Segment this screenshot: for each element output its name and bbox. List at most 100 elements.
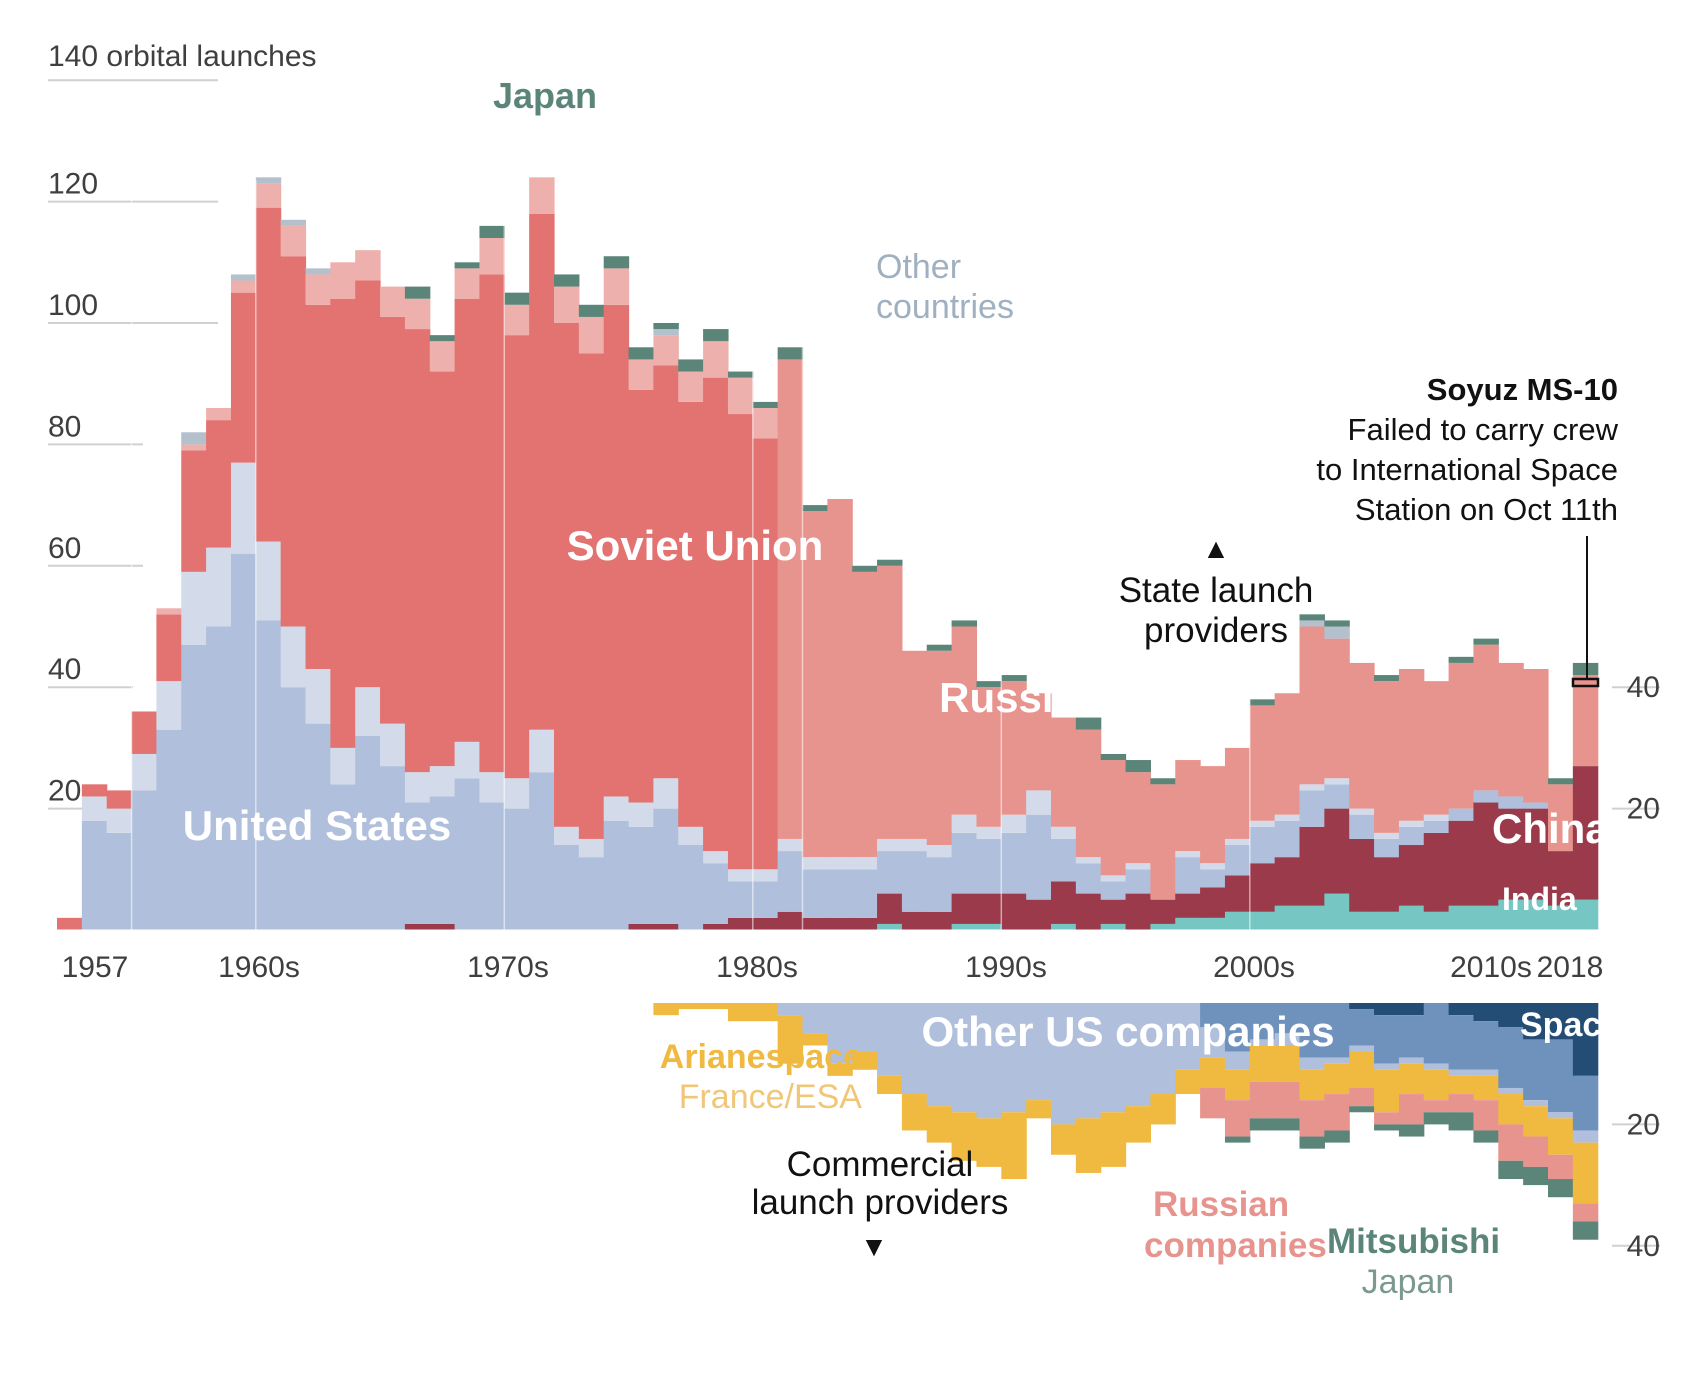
us-bar-1965 bbox=[255, 620, 282, 930]
spacex-bar-2013 bbox=[1448, 1003, 1475, 1016]
india-bar-2012 bbox=[1423, 911, 1450, 930]
russian-companies-bar-2016 bbox=[1523, 1136, 1549, 1167]
soviet-bar-1971 bbox=[404, 329, 431, 773]
china-bar-2010 bbox=[1374, 857, 1400, 912]
us-top-bar-1965 bbox=[255, 541, 282, 621]
us-bar-1996 bbox=[1026, 814, 1052, 900]
us-commercial-mid-bar-2003 bbox=[1200, 1003, 1226, 1028]
soviet-bar-1960 bbox=[131, 711, 157, 754]
us-commercial-mid-bar-2011 bbox=[1398, 1015, 1425, 1058]
state-providers-area bbox=[57, 177, 1599, 930]
japan-bar-1995 bbox=[1001, 675, 1027, 682]
soviet-top-bar-1968 bbox=[330, 262, 356, 299]
japan-bar-1977 bbox=[554, 274, 580, 287]
x-tick-label-3: 1980s bbox=[716, 951, 798, 984]
us-top-bar-2009 bbox=[1349, 808, 1375, 815]
india-bar-1999 bbox=[1100, 923, 1127, 930]
arianespace-bar-2008 bbox=[1324, 1063, 1350, 1095]
us-top-bar-1962 bbox=[181, 571, 207, 645]
russian-companies-bar-2015 bbox=[1498, 1124, 1524, 1161]
arianespace-bar-2009 bbox=[1349, 1051, 1375, 1088]
y-tick-labels: 20 40 60 80 100 120 bbox=[48, 168, 98, 808]
us-top-bar-1999 bbox=[1100, 875, 1127, 882]
russia-bar-2000 bbox=[1125, 772, 1151, 864]
japan-bar-1981 bbox=[653, 323, 679, 330]
arianespace-bar-1996 bbox=[1026, 1100, 1052, 1119]
arianespace-bar-2010 bbox=[1374, 1069, 1400, 1113]
india-bar-2006 bbox=[1274, 905, 1301, 930]
russian-companies-bar-2008 bbox=[1324, 1094, 1350, 1131]
us-bar-1975 bbox=[504, 808, 530, 930]
china-bar-2000 bbox=[1125, 893, 1151, 930]
y-tick-label-100: 100 bbox=[48, 289, 98, 322]
us-top-bar-1972 bbox=[429, 766, 456, 797]
other-us-companies-bar-2001 bbox=[1150, 1003, 1176, 1095]
china-bar-1981 bbox=[653, 923, 679, 930]
japan-bar-2005 bbox=[1249, 699, 1276, 706]
india-bar-2007 bbox=[1299, 905, 1325, 930]
us-bar-1967 bbox=[305, 723, 331, 930]
soviet-bar-1967 bbox=[305, 304, 331, 669]
china-bar-1997 bbox=[1051, 881, 1077, 924]
soviet-top-bar-1965 bbox=[255, 183, 282, 208]
other-countries-bar-1967 bbox=[305, 268, 331, 275]
us-bar-2015 bbox=[1498, 796, 1524, 809]
us-top-bar-1998 bbox=[1075, 857, 1102, 864]
us-bar-2004 bbox=[1224, 845, 1251, 876]
soviet-top-bar-1963 bbox=[206, 407, 232, 421]
japan-bar-1987 bbox=[802, 505, 828, 512]
us-bar-1992 bbox=[926, 857, 953, 912]
x-tick-label-2: 1970s bbox=[467, 951, 549, 984]
china-bar-2007 bbox=[1299, 826, 1325, 906]
decade-dividers bbox=[57, 180, 1600, 931]
soviet-top-bar-1981 bbox=[653, 335, 679, 366]
us-bar-1995 bbox=[1001, 832, 1027, 894]
china-bar-2004 bbox=[1224, 875, 1251, 912]
us-top-bar-2011 bbox=[1398, 820, 1425, 827]
russian-companies-bar-2005 bbox=[1249, 1081, 1276, 1119]
japan-bar-1972 bbox=[429, 335, 456, 342]
china-bar-1987 bbox=[802, 917, 828, 930]
spacex-bar-2009 bbox=[1349, 1003, 1375, 1010]
russia-bar-1998 bbox=[1075, 729, 1102, 858]
us-bar-1960 bbox=[131, 790, 157, 930]
us-bar-1993 bbox=[951, 832, 978, 894]
mitsubishi-bar-2011 bbox=[1398, 1124, 1425, 1137]
arianespace-bar-2005 bbox=[1249, 1045, 1276, 1082]
us-top-bar-1969 bbox=[355, 687, 381, 736]
china-bar-1996 bbox=[1026, 899, 1052, 930]
right-tick-label-20: 20 bbox=[1627, 793, 1660, 826]
arianespace-bar-2000 bbox=[1125, 1106, 1151, 1143]
us-commercial-mid-bar-2014 bbox=[1473, 1021, 1499, 1070]
spacex-bar-2015 bbox=[1498, 1003, 1524, 1028]
india-bar-1994 bbox=[976, 923, 1002, 930]
other-us-companies-bar-2012 bbox=[1423, 1063, 1450, 1070]
arianespace-bar-1992 bbox=[926, 1106, 953, 1143]
china-bar-1990 bbox=[877, 893, 903, 924]
india-bar-1990 bbox=[877, 923, 903, 930]
india-bar-2010 bbox=[1374, 911, 1400, 930]
india-bar-2001 bbox=[1150, 923, 1176, 930]
y-tick-label-60: 60 bbox=[48, 532, 81, 565]
china-bar-2009 bbox=[1349, 838, 1375, 912]
other-us-companies-bar-1998 bbox=[1075, 1003, 1102, 1119]
arianespace-bar-1987 bbox=[802, 1033, 828, 1046]
russian-companies-bar-2007 bbox=[1299, 1100, 1325, 1137]
china-bar-2017 bbox=[1548, 851, 1574, 906]
x-tick-label-4: 1990s bbox=[965, 951, 1047, 984]
other-us-companies-bar-1986 bbox=[777, 1003, 804, 1016]
other-us-companies-bar-2009 bbox=[1349, 1045, 1375, 1052]
russia-bar-1993 bbox=[951, 626, 978, 815]
mitsubishi-bar-2008 bbox=[1324, 1130, 1350, 1143]
us-bar-1988 bbox=[827, 869, 853, 918]
us-commercial-mid-bar-2008 bbox=[1324, 1003, 1350, 1058]
japan-label: Japan bbox=[493, 75, 597, 116]
us-bar-1984 bbox=[727, 881, 754, 918]
japan-bar-1986 bbox=[777, 347, 804, 360]
arianespace-bar-2016 bbox=[1523, 1106, 1549, 1137]
mitsubishi-bar-2014 bbox=[1473, 1130, 1499, 1143]
china-bar-2013 bbox=[1448, 820, 1475, 906]
other-us-companies-bar-2010 bbox=[1374, 1063, 1400, 1070]
soviet-union-label: Soviet Union bbox=[567, 522, 824, 569]
state-providers-arrow: ▲ bbox=[1202, 533, 1230, 564]
